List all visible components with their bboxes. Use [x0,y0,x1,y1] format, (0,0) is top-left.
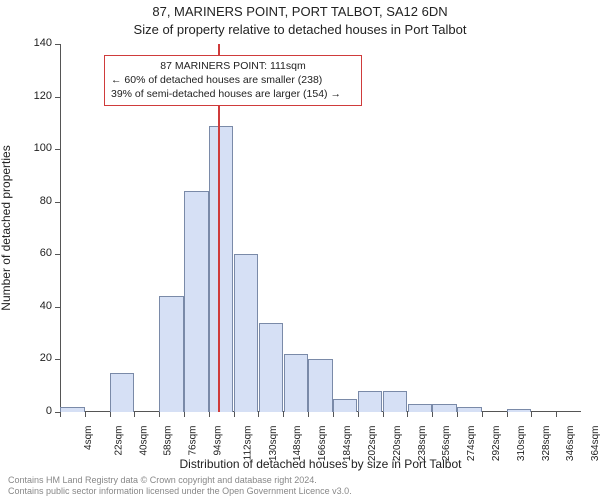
x-tick-label: 202sqm [367,426,378,462]
histogram-bar [333,399,357,412]
histogram-bar [234,254,258,412]
y-tick-label: 120 [34,90,52,102]
x-tick-label: 76sqm [188,426,199,456]
y-tick-label: 20 [40,352,52,364]
x-tick-label: 148sqm [293,426,304,462]
x-tick [333,412,334,417]
annotation-line: 87 MARINERS POINT: 111sqm [111,59,355,73]
x-tick [507,412,508,417]
x-tick-label: 112sqm [242,426,253,461]
y-tick-label: 140 [34,37,52,49]
x-tick-label: 310sqm [516,426,527,462]
chart-title-line2: Size of property relative to detached ho… [0,22,600,37]
x-tick [457,412,458,417]
histogram-bar [259,323,283,412]
plot-area: 0204060801001201404sqm22sqm40sqm58sqm76s… [60,44,581,412]
x-tick-label: 328sqm [541,426,552,462]
x-tick-label: 256sqm [441,426,452,462]
x-tick-label: 94sqm [213,426,224,456]
histogram-bar [110,373,134,412]
x-tick [308,412,309,417]
x-tick [60,412,61,417]
x-tick-label: 184sqm [342,426,353,462]
x-tick-label: 166sqm [317,426,328,462]
x-tick-label: 346sqm [565,426,576,462]
histogram-bar [284,354,308,412]
histogram-bar [408,404,432,412]
x-tick [110,412,111,417]
y-tick-label: 100 [34,142,52,154]
histogram-bar [457,407,481,412]
x-tick [209,412,210,417]
annotation-line: ← 60% of detached houses are smaller (23… [111,73,355,87]
y-tick-label: 60 [40,247,52,259]
histogram-bar [184,191,208,412]
annotation-line: 39% of semi-detached houses are larger (… [111,87,355,101]
x-tick [531,412,532,417]
y-axis-label: Number of detached properties [0,145,13,310]
x-tick [432,412,433,417]
histogram-bar [432,404,456,412]
x-tick-label: 4sqm [83,426,94,450]
x-axis-label: Distribution of detached houses by size … [60,457,581,471]
x-tick [234,412,235,417]
histogram-bar [60,407,84,412]
annotation-box: 87 MARINERS POINT: 111sqm← 60% of detach… [104,55,362,106]
x-tick-label: 292sqm [491,426,502,462]
footnote-line2: Contains public sector information licen… [8,486,352,497]
histogram-bar [507,409,531,412]
x-tick [358,412,359,417]
x-tick [159,412,160,417]
x-tick-label: 58sqm [163,426,174,456]
y-axis [60,44,61,412]
x-tick [184,412,185,417]
x-tick-label: 364sqm [590,426,600,462]
x-tick [407,412,408,417]
x-tick-label: 22sqm [113,426,124,456]
footnote-line1: Contains HM Land Registry data © Crown c… [8,475,352,486]
histogram-bar [308,359,332,412]
histogram-bar [209,126,233,413]
y-tick-label: 80 [40,195,52,207]
chart-page: 87, MARINERS POINT, PORT TALBOT, SA12 6D… [0,0,600,500]
histogram-bar [383,391,407,412]
footnote: Contains HM Land Registry data © Crown c… [8,475,352,498]
x-tick-label: 130sqm [268,426,279,462]
histogram-bar [358,391,382,412]
x-tick [283,412,284,417]
chart-title-line1: 87, MARINERS POINT, PORT TALBOT, SA12 6D… [0,4,600,19]
x-tick [85,412,86,417]
y-tick-label: 0 [46,405,52,417]
x-tick-label: 40sqm [138,426,149,456]
x-tick-label: 274sqm [466,426,477,462]
x-tick [134,412,135,417]
histogram-bar [159,296,183,412]
x-tick [556,412,557,417]
y-tick-label: 40 [40,300,52,312]
x-tick-label: 238sqm [417,426,428,462]
x-tick [482,412,483,417]
x-tick [258,412,259,417]
x-tick-label: 220sqm [392,426,403,462]
plot-inner: 0204060801001201404sqm22sqm40sqm58sqm76s… [60,44,581,412]
x-tick [383,412,384,417]
